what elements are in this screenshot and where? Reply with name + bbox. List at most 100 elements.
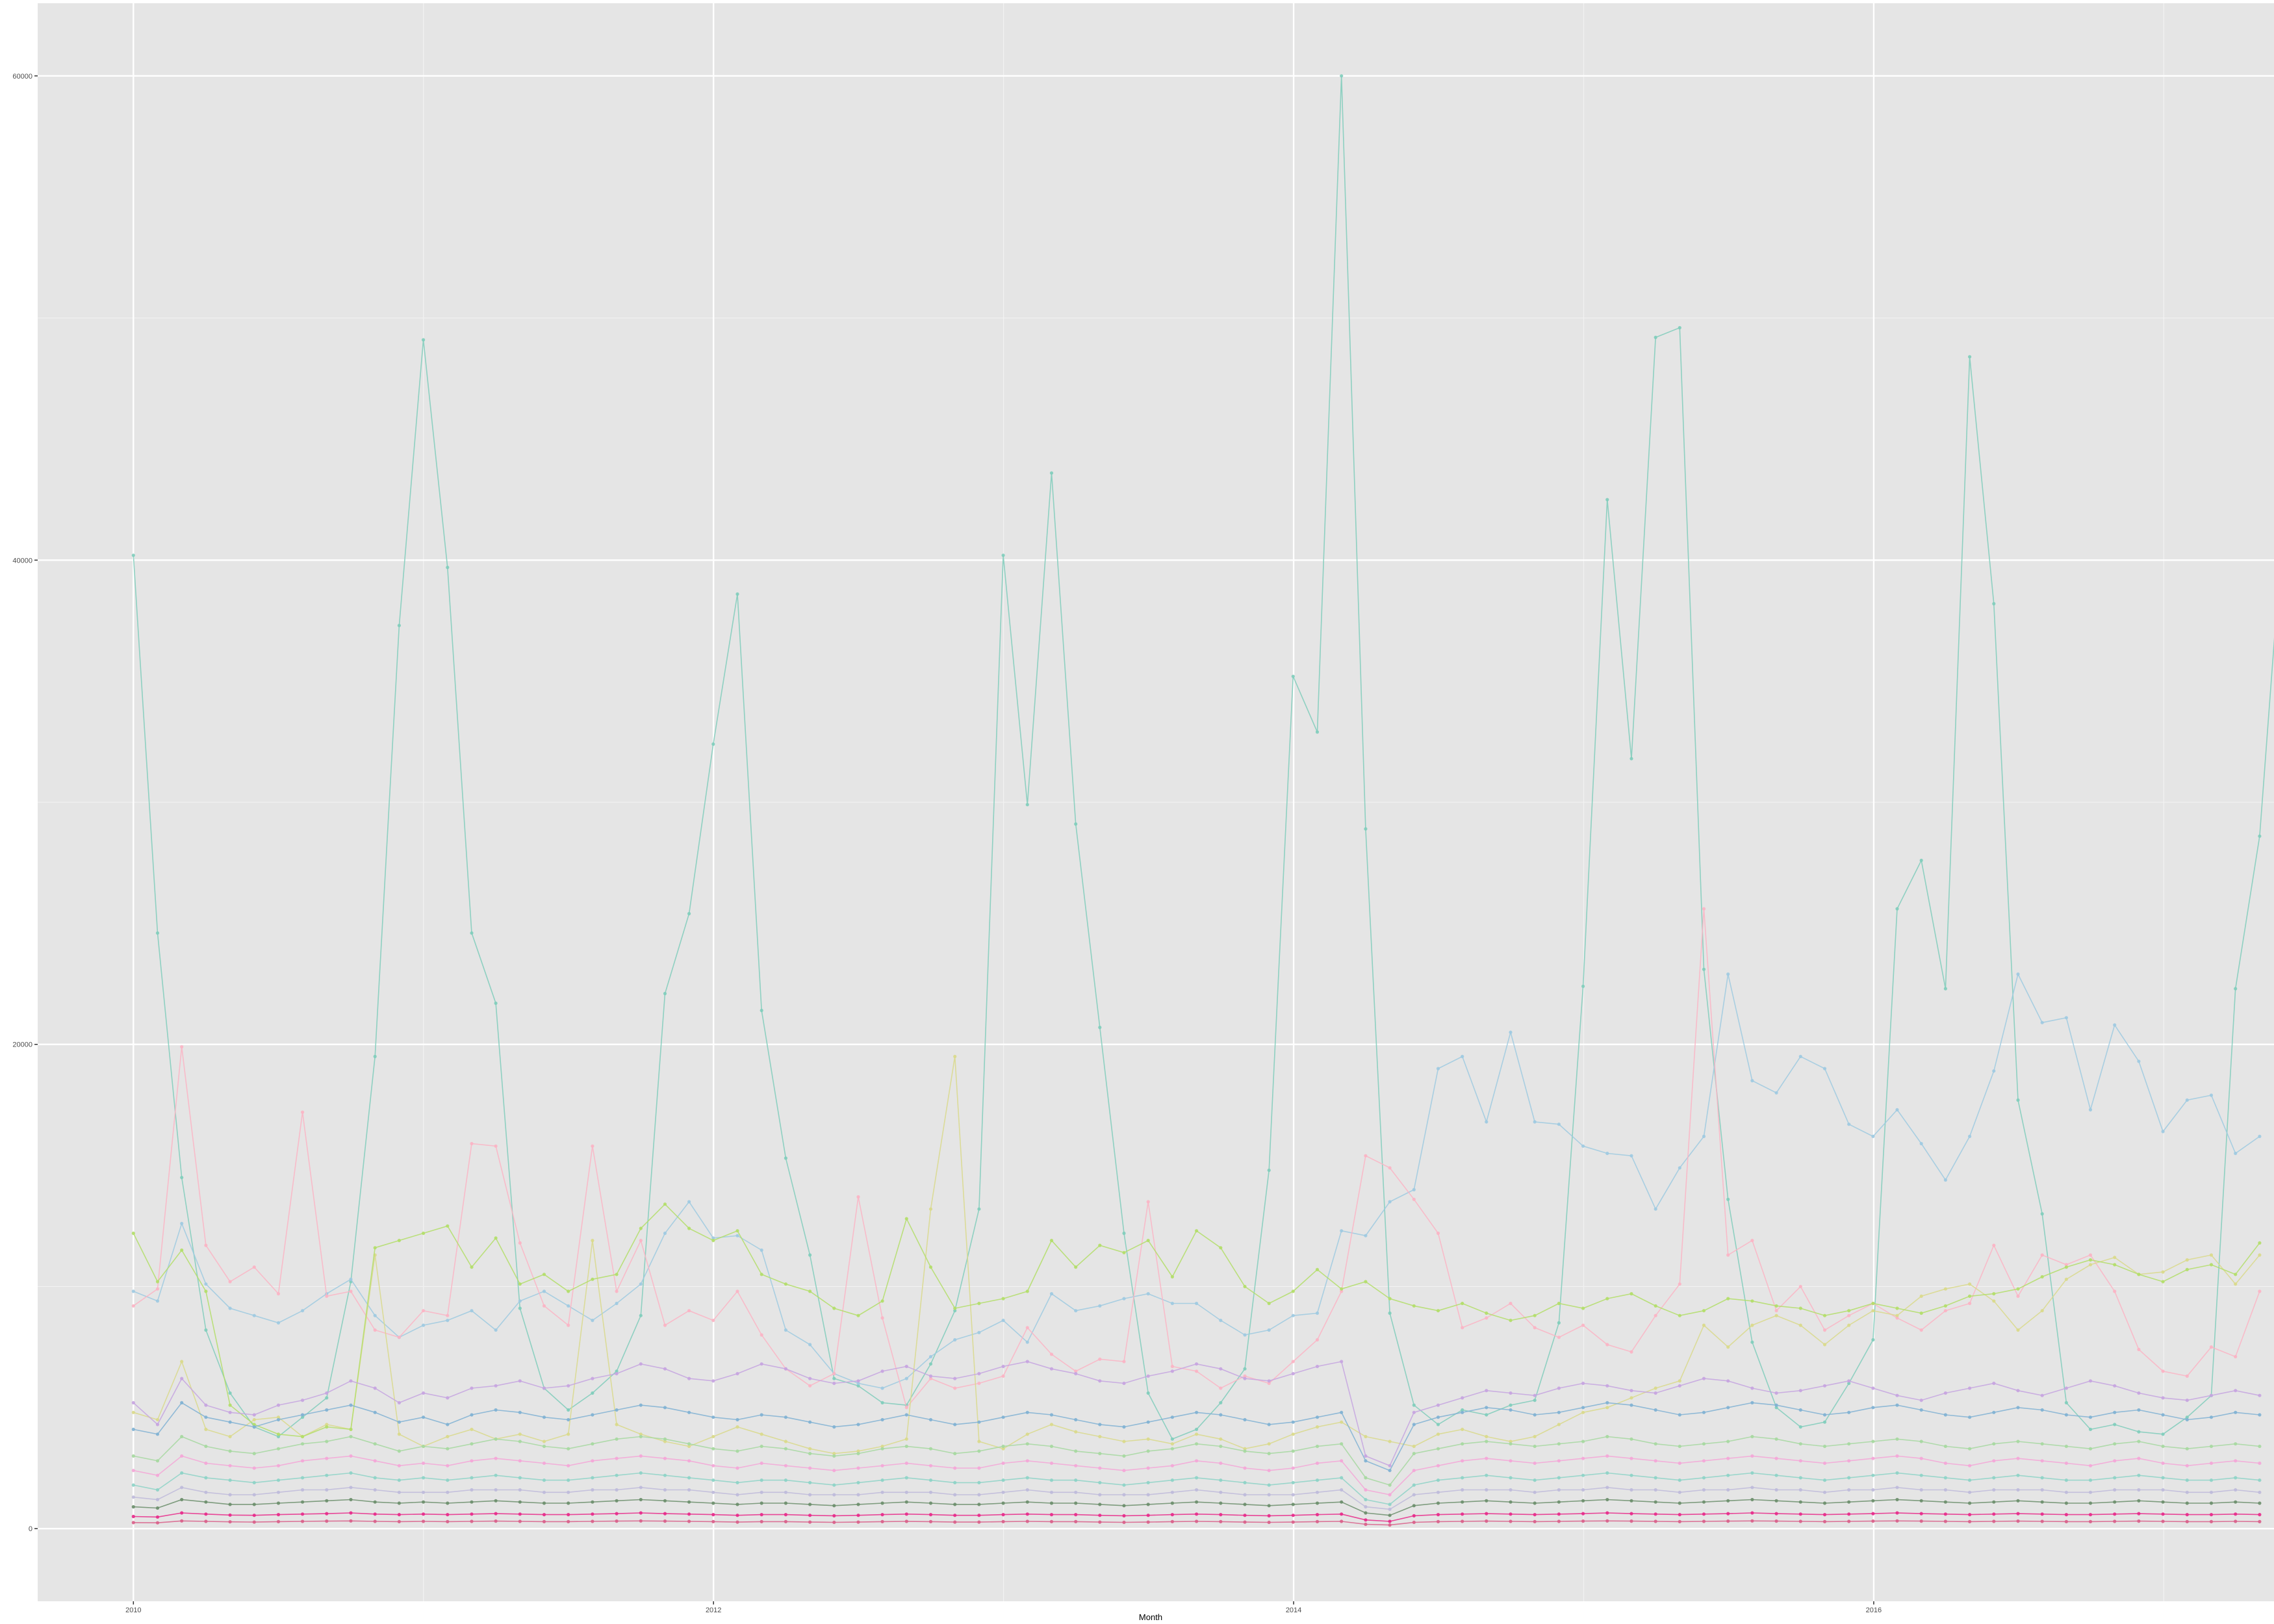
data-point [880,1478,884,1482]
data-point [1774,1406,1778,1410]
data-point [687,1377,691,1380]
data-point [1001,1461,1005,1465]
data-point [1195,1442,1199,1446]
data-point [1001,1447,1005,1451]
data-point [953,1309,957,1313]
data-point [1049,1444,1054,1449]
data-point [1847,1476,1851,1480]
data-point [1122,1381,1126,1386]
data-point [349,1471,353,1475]
data-point [1074,1309,1078,1313]
data-point [1581,1440,1585,1443]
data-point [1871,1338,1875,1342]
data-point [397,1464,402,1467]
data-point [904,1461,908,1465]
data-point [1822,1067,1827,1071]
data-point [494,1408,498,1412]
data-point [1025,1360,1029,1364]
data-point [228,1410,232,1414]
data-point [1315,1425,1320,1429]
data-point [1871,1488,1875,1492]
data-point [1436,1432,1440,1436]
data-point [1629,1512,1633,1516]
data-point [760,1248,763,1252]
data-point [446,1313,450,1317]
data-point [2088,1519,2093,1523]
data-point [1750,1340,1754,1344]
data-point [1533,1326,1537,1330]
data-point [687,1476,691,1480]
data-point [880,1299,884,1303]
data-point [397,1401,402,1404]
data-point [1122,1520,1126,1525]
data-point [1364,1154,1368,1158]
data-point [2064,1277,2068,1281]
data-point [1291,1360,1295,1364]
data-point [953,1386,957,1390]
data-point [1919,1499,1923,1503]
data-point [808,1493,812,1497]
data-point [325,1396,329,1400]
data-point [397,1490,402,1494]
data-point [2113,1488,2117,1492]
data-point [567,1304,570,1308]
data-point [880,1464,884,1467]
data-point [1968,1478,1972,1482]
data-point [1654,1519,1657,1523]
data-point [1315,1311,1320,1315]
data-point [2137,1347,2141,1351]
data-point [735,1514,739,1517]
data-point [2113,1256,2117,1260]
data-point [2161,1432,2165,1436]
data-point [1750,1386,1754,1390]
data-point [977,1301,981,1306]
data-point [1049,1501,1054,1505]
data-point [1146,1466,1150,1470]
data-point [349,1427,353,1431]
data-point [204,1444,208,1449]
data-point [2185,1415,2189,1419]
data-point [1219,1444,1223,1449]
data-point [1098,1480,1102,1484]
data-point [1509,1512,1513,1516]
data-point [1412,1403,1416,1407]
data-point [2040,1476,2044,1480]
series-8 [131,1434,2262,1487]
data-point [1291,674,1295,678]
data-point [470,1459,474,1463]
data-point [2137,1456,2141,1460]
data-point [977,1449,981,1453]
data-point [2064,1401,2068,1404]
data-point [928,1513,933,1517]
data-point [639,1497,643,1502]
data-point [784,1440,787,1443]
data-point [711,1379,715,1383]
data-point [494,1144,498,1148]
data-point [228,1403,232,1407]
data-point [325,1473,329,1477]
data-point [1557,1336,1561,1339]
data-point [1992,1292,1996,1296]
data-point [1291,1432,1295,1436]
data-point [228,1493,232,1497]
axis-ticks [34,75,1874,1605]
data-point [1750,1497,1754,1502]
data-point [2040,1275,2044,1279]
data-point [1340,1519,1344,1523]
data-point [760,1519,763,1523]
data-point [1340,1500,1344,1504]
data-point [2185,1464,2189,1467]
data-point [760,1008,763,1013]
data-point [1678,1513,1681,1517]
data-point [1895,1306,1899,1310]
data-point [735,1372,739,1376]
data-point [446,1478,450,1482]
data-point [1654,1476,1657,1480]
data-point [518,1379,522,1383]
data-point [832,1381,836,1386]
data-point [204,1461,208,1465]
data-point [1243,1447,1247,1451]
data-point [252,1514,256,1517]
data-point [615,1488,619,1492]
data-point [2064,1513,2068,1517]
